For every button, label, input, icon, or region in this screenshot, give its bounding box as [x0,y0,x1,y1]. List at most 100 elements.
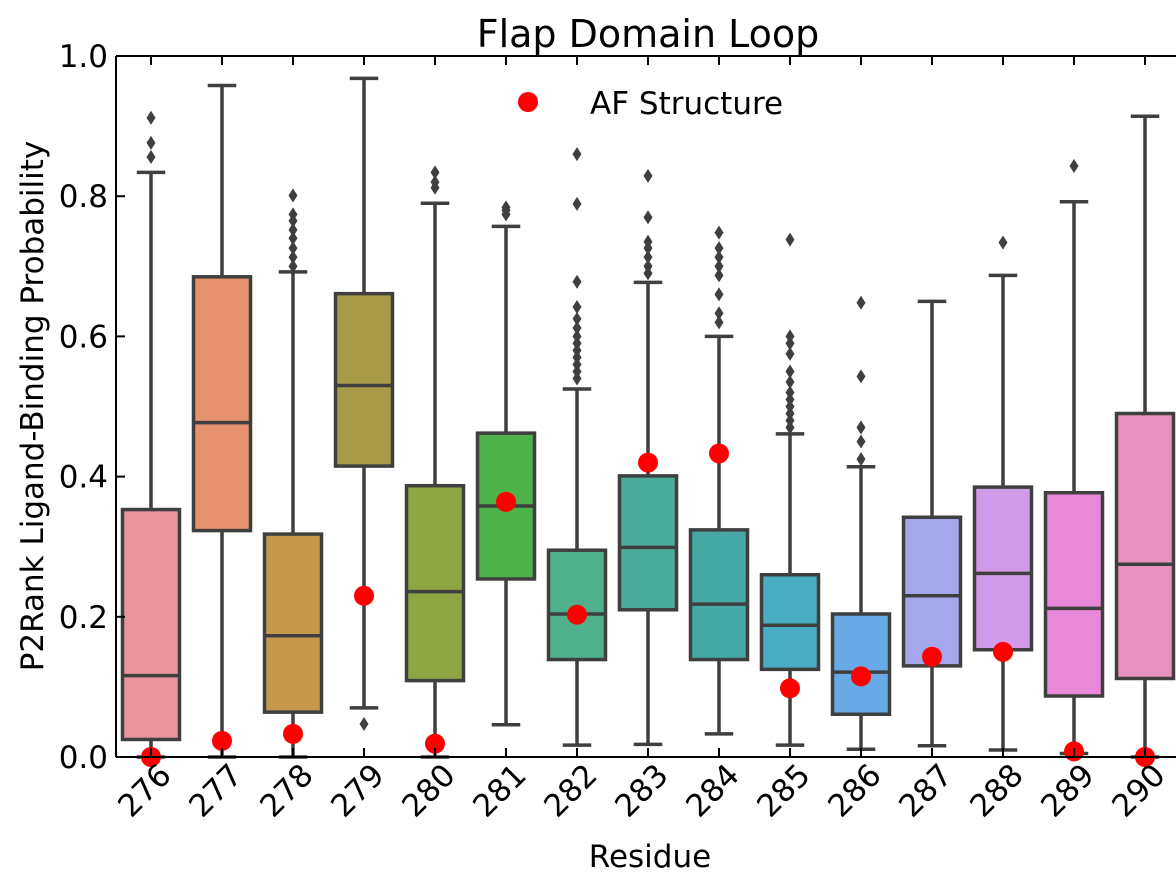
iqr-box [901,515,963,668]
box-284 [688,225,750,736]
outlier-point [572,320,582,335]
outlier-point [572,196,582,211]
y-tick-label: 0.0 [59,740,108,776]
iqr-box [1043,490,1105,698]
iqr-box [120,507,182,742]
outlier-point [1069,159,1079,174]
outlier-point [643,210,653,225]
outlier-point [430,165,440,180]
outlier-point [643,266,653,281]
outlier-point [785,406,795,421]
iqr-box [688,528,750,662]
outlier-point [785,420,795,435]
af-structure-point [638,452,658,473]
y-tick-label: 0.6 [59,319,108,355]
y-axis-ticks: 0.0 0.2 0.4 0.6 0.8 1.0 [59,39,125,776]
outlier-point [714,315,724,330]
af-structure-point [780,678,800,699]
iqr-box [333,291,395,468]
outlier-point [288,222,298,237]
outlier-point [785,399,795,414]
x-tick-label: 276 [111,757,178,824]
outlier-point [856,295,866,310]
outlier-point [572,350,582,365]
x-tick-label: 287 [892,757,959,824]
outlier-point [501,200,511,215]
outlier-point [572,343,582,358]
outlier-point [643,250,653,265]
x-tick-label: 279 [324,757,391,824]
af-structure-points [141,443,1155,767]
x-tick-label: 285 [750,757,817,824]
outlier-point [288,188,298,203]
outlier-point [856,369,866,384]
outlier-point [998,235,1008,250]
box-287 [901,299,963,748]
outlier-point [785,329,795,344]
outlier-point [643,234,653,249]
plot-area [115,55,1176,767]
x-tick-label: 289 [1034,757,1101,824]
x-tick-label: 288 [963,757,1030,824]
box-277 [191,83,253,759]
box-279 [333,76,395,732]
outlier-point [714,287,724,302]
af-structure-point [922,646,942,667]
af-structure-point [567,604,587,625]
af-structure-point [354,585,374,606]
box-288 [972,235,1034,752]
outlier-point [785,392,795,407]
outlier-point [856,434,866,449]
x-tick-label: 278 [253,757,320,824]
outlier-point [572,299,582,314]
outlier-point [288,259,298,274]
outlier-point [288,241,298,256]
outlier-point [785,346,795,361]
outlier-point [430,175,440,190]
outlier-point [785,364,795,379]
af-structure-point [496,491,516,512]
legend-marker-af-structure [518,92,538,112]
x-tick-label: 281 [466,757,533,824]
legend-label-af-structure: AF Structure [590,86,783,122]
iqr-box [972,485,1034,652]
outlier-point [856,420,866,435]
x-tick-label: 286 [821,757,888,824]
outlier-point [572,336,582,351]
box-280 [404,165,466,759]
box-278 [262,188,324,759]
y-tick-label: 1.0 [59,39,108,75]
outlier-point [643,168,653,183]
outlier-point [714,268,724,283]
outlier-point [785,385,795,400]
af-structure-point [993,641,1013,662]
iqr-box [262,532,324,714]
outlier-point [714,225,724,240]
iqr-box [191,275,253,533]
x-tick-label: 280 [395,757,462,824]
outlier-point [288,250,298,265]
af-structure-point [212,730,232,751]
outlier-point [572,147,582,162]
outlier-point [572,311,582,326]
outlier-point [146,135,156,150]
box-282 [546,147,608,747]
outlier-point [572,274,582,289]
af-structure-point [283,723,303,744]
box-276 [120,110,182,759]
outlier-point [359,717,369,732]
x-tick-label: 283 [608,757,675,824]
chart-title: Flap Domain Loop [477,12,820,56]
outlier-point [714,250,724,265]
y-tick-label: 0.4 [59,460,108,496]
box-290 [1114,114,1176,759]
outlier-point [785,232,795,247]
outlier-point [572,364,582,379]
outlier-point [288,207,298,222]
outlier-point [146,149,156,164]
af-structure-point [851,666,871,687]
box-281 [475,200,537,727]
iqr-box [1114,411,1176,681]
outlier-point [572,357,582,372]
